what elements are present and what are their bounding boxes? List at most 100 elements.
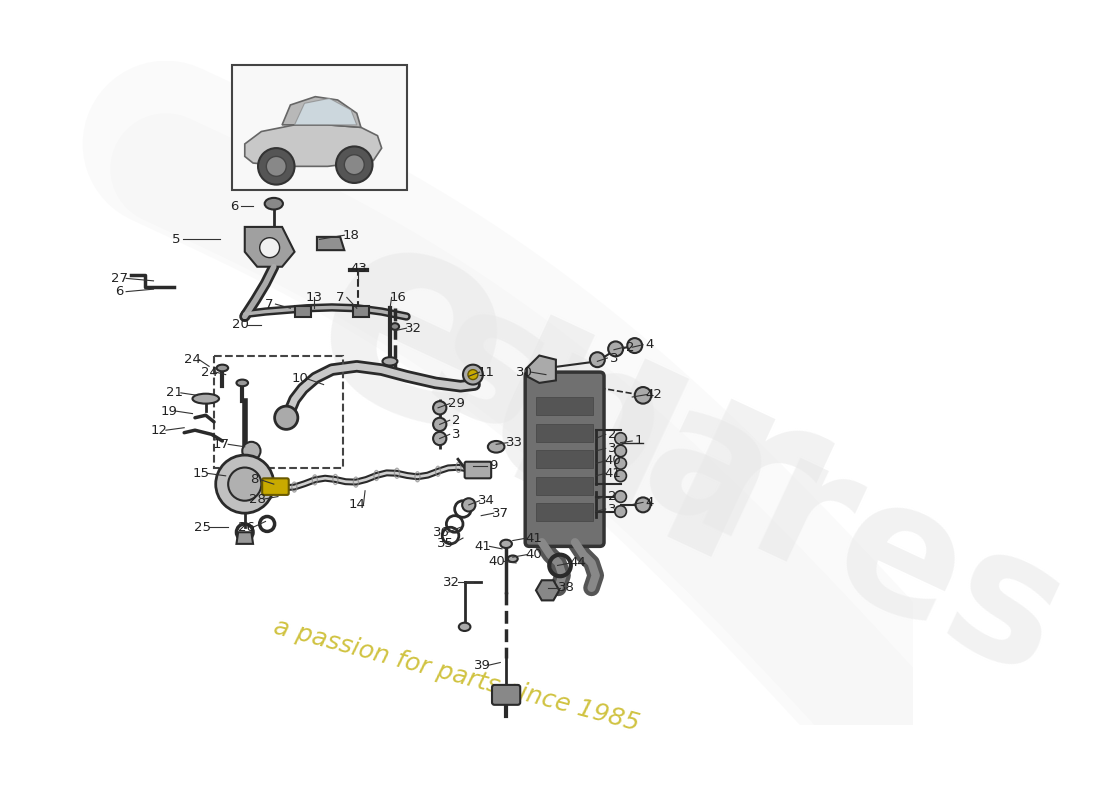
Circle shape xyxy=(627,338,642,353)
Text: 3: 3 xyxy=(452,428,461,441)
Bar xyxy=(353,306,370,318)
Text: 41: 41 xyxy=(474,540,492,553)
Text: 4: 4 xyxy=(646,338,653,351)
Circle shape xyxy=(258,148,295,185)
Polygon shape xyxy=(536,580,559,600)
Text: 44: 44 xyxy=(569,557,586,570)
Circle shape xyxy=(615,506,626,518)
Ellipse shape xyxy=(488,441,505,453)
Text: 2: 2 xyxy=(452,414,461,426)
Text: 41: 41 xyxy=(604,467,620,480)
Circle shape xyxy=(636,498,650,512)
Circle shape xyxy=(615,490,626,502)
Text: 1: 1 xyxy=(635,434,643,447)
Text: 24: 24 xyxy=(200,366,218,378)
Circle shape xyxy=(635,387,651,404)
Circle shape xyxy=(266,157,286,176)
Text: 32: 32 xyxy=(443,575,460,589)
Text: 38: 38 xyxy=(558,582,575,594)
Bar xyxy=(536,397,593,415)
FancyBboxPatch shape xyxy=(262,478,288,495)
Bar xyxy=(295,306,311,318)
Text: 27: 27 xyxy=(111,272,128,285)
Text: 3: 3 xyxy=(608,502,617,515)
Text: 12: 12 xyxy=(151,424,168,437)
Circle shape xyxy=(615,433,626,444)
Text: 33: 33 xyxy=(506,436,522,449)
Circle shape xyxy=(615,445,626,457)
Bar xyxy=(536,423,593,442)
Text: 40: 40 xyxy=(604,454,620,467)
FancyBboxPatch shape xyxy=(464,462,492,478)
Text: 43: 43 xyxy=(350,262,367,275)
Circle shape xyxy=(608,342,623,356)
Ellipse shape xyxy=(390,323,399,330)
Bar xyxy=(214,355,343,467)
Circle shape xyxy=(260,238,279,258)
Text: 30: 30 xyxy=(516,366,532,378)
Circle shape xyxy=(433,401,447,414)
Text: 13: 13 xyxy=(305,291,322,304)
Ellipse shape xyxy=(508,555,518,562)
Circle shape xyxy=(463,365,483,385)
Text: 32: 32 xyxy=(405,322,421,334)
Polygon shape xyxy=(245,125,382,166)
Ellipse shape xyxy=(265,198,283,210)
Ellipse shape xyxy=(217,365,228,371)
Text: 40: 40 xyxy=(525,548,542,561)
Text: 17: 17 xyxy=(213,438,230,451)
FancyBboxPatch shape xyxy=(492,685,520,705)
Circle shape xyxy=(590,352,605,367)
Text: 9: 9 xyxy=(490,459,498,472)
Text: 24: 24 xyxy=(184,353,201,366)
FancyBboxPatch shape xyxy=(525,372,604,546)
Circle shape xyxy=(462,498,475,511)
Ellipse shape xyxy=(236,379,249,386)
Text: 34: 34 xyxy=(477,494,495,507)
Polygon shape xyxy=(282,97,361,127)
Text: 39: 39 xyxy=(474,658,492,671)
Text: a passion for parts since 1985: a passion for parts since 1985 xyxy=(271,614,642,735)
Text: 5: 5 xyxy=(172,233,180,246)
Text: 19: 19 xyxy=(161,405,178,418)
Bar xyxy=(536,503,593,522)
Text: spares: spares xyxy=(403,270,1091,715)
Polygon shape xyxy=(527,355,556,383)
Circle shape xyxy=(336,146,373,183)
Text: 29: 29 xyxy=(448,397,465,410)
Text: 2: 2 xyxy=(626,341,635,354)
Text: 20: 20 xyxy=(232,318,249,331)
Bar xyxy=(536,477,593,495)
Polygon shape xyxy=(295,98,356,125)
Text: 35: 35 xyxy=(437,538,454,550)
Text: 14: 14 xyxy=(349,498,365,511)
Ellipse shape xyxy=(459,622,471,631)
Text: 37: 37 xyxy=(492,506,509,520)
Text: 28: 28 xyxy=(249,493,265,506)
Text: 2: 2 xyxy=(608,428,617,441)
Ellipse shape xyxy=(500,540,512,548)
Circle shape xyxy=(615,470,626,482)
Polygon shape xyxy=(236,532,253,544)
Text: 21: 21 xyxy=(166,386,183,399)
Text: 42: 42 xyxy=(646,388,662,401)
Text: 2: 2 xyxy=(608,490,617,503)
Circle shape xyxy=(433,432,447,445)
Text: 10: 10 xyxy=(292,372,309,386)
Circle shape xyxy=(615,458,626,469)
Ellipse shape xyxy=(383,357,397,366)
Bar xyxy=(232,65,407,190)
Ellipse shape xyxy=(192,394,219,404)
Text: 36: 36 xyxy=(433,526,450,538)
Circle shape xyxy=(275,406,298,430)
Text: eur: eur xyxy=(271,177,858,642)
Circle shape xyxy=(468,370,477,379)
Text: 3: 3 xyxy=(609,351,618,365)
Text: 6: 6 xyxy=(116,285,123,298)
Circle shape xyxy=(433,418,447,431)
Text: 6: 6 xyxy=(230,200,239,213)
Text: 40: 40 xyxy=(488,554,505,568)
Text: 3: 3 xyxy=(608,442,617,455)
Circle shape xyxy=(242,442,261,460)
Text: 25: 25 xyxy=(194,521,211,534)
